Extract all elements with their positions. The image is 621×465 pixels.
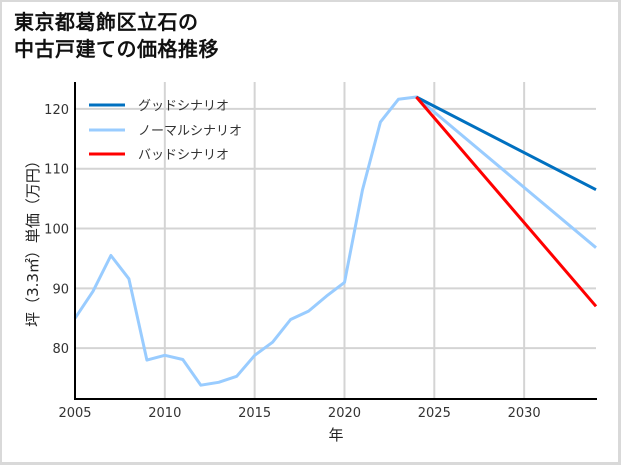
- y-axis-label: 坪（3.3㎡）単価（万円）: [24, 153, 42, 327]
- x-tick-label: 2025: [418, 406, 451, 421]
- x-axis-label: 年: [328, 426, 343, 444]
- legend: グッドシナリオ ノーマルシナリオ バッドシナリオ: [89, 99, 242, 163]
- y-tick-label: 110: [44, 163, 69, 178]
- y-tick-label: 80: [52, 342, 69, 357]
- series-lines: [73, 95, 598, 387]
- y-tick-labels: 80 90 100 110 120: [44, 103, 69, 357]
- y-tick-label: 90: [52, 282, 69, 297]
- y-tick-label: 120: [44, 103, 69, 118]
- x-tick-label: 2020: [328, 406, 361, 421]
- chart-title-line-2: 中古戸建ての価格推移: [14, 37, 219, 61]
- y-tick-label: 100: [44, 223, 69, 238]
- x-tick-label: 2010: [148, 406, 181, 421]
- x-tick-label: 2005: [58, 406, 91, 421]
- legend-label-bad: バッドシナリオ: [138, 148, 229, 163]
- legend-label-good: グッドシナリオ: [138, 99, 229, 114]
- x-tick-label: 2015: [238, 406, 271, 421]
- series-line-bad: [415, 96, 598, 308]
- legend-label-normal: ノーマルシナリオ: [138, 124, 242, 139]
- series-line-good: [415, 95, 597, 192]
- axes: [74, 82, 597, 400]
- x-tick-labels: 2005 2010 2015 2020 2025 2030: [58, 406, 540, 421]
- series-line-normal: [73, 95, 597, 387]
- chart-title-line-1: 東京都葛飾区立石の: [14, 10, 199, 34]
- x-tick-label: 2030: [508, 406, 541, 421]
- chart-title: 東京都葛飾区立石の 中古戸建ての価格推移: [14, 9, 219, 63]
